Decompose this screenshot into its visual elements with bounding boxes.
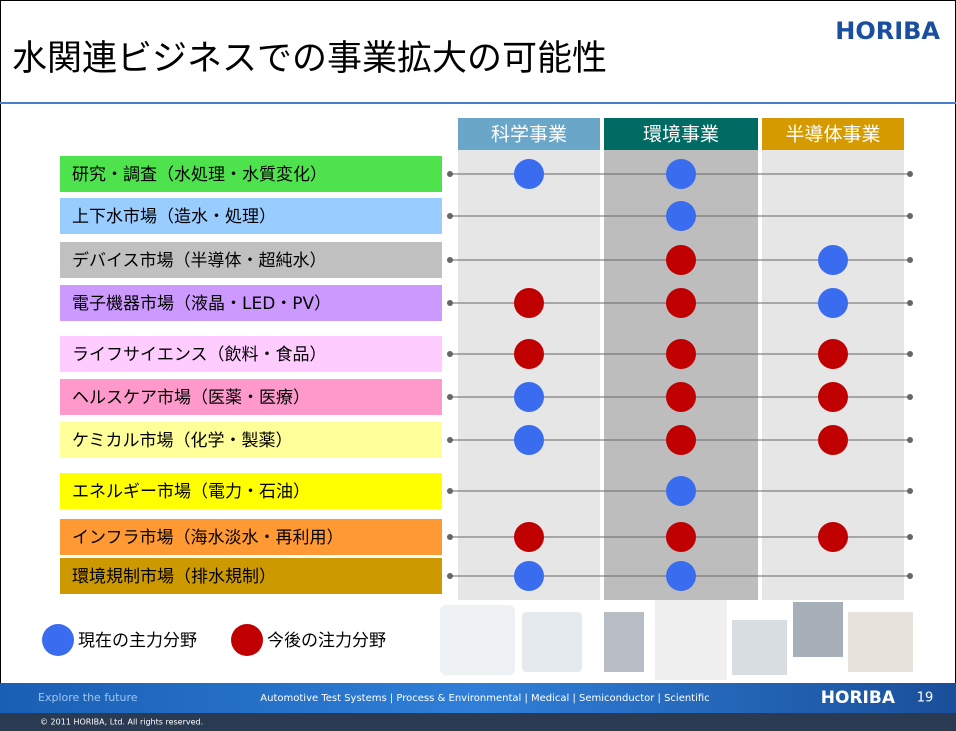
dot (666, 561, 696, 591)
dot (514, 339, 544, 369)
image (655, 600, 727, 680)
column-header (604, 118, 758, 150)
row-line-end (447, 573, 453, 579)
row-line-end (447, 351, 453, 357)
row-label: ケミカル市場（化学・製薬） (72, 431, 293, 451)
row-label: 電子機器市場（液晶・LED・PV） (72, 294, 331, 314)
row-label-box (60, 198, 442, 234)
page-number: 19 (917, 691, 934, 706)
row-line-end (447, 488, 453, 494)
dot (666, 522, 696, 552)
dot (666, 425, 696, 455)
row-label-box (60, 242, 442, 278)
row-line-end (907, 488, 913, 494)
row-label-box (60, 336, 442, 372)
row-line-end (447, 534, 453, 540)
dot (818, 339, 848, 369)
row-label: 上下水市場（造水・処理） (72, 207, 276, 227)
dot (514, 382, 544, 412)
row-line-end (907, 257, 913, 263)
row-line-end (447, 437, 453, 443)
row-label: 研究・調査（水処理・水質変化） (72, 165, 327, 185)
dot (818, 425, 848, 455)
row-label: 環境規制市場（排水規制） (72, 567, 276, 587)
row-line-end (907, 394, 913, 400)
column-header-label: 半導体事業 (785, 124, 880, 146)
footer-divisions: Automotive Test Systems | Process & Envi… (260, 693, 709, 704)
dot (514, 522, 544, 552)
footer-band (0, 683, 956, 713)
row-label-box (60, 156, 442, 192)
footer-logo: HORIBA (821, 688, 896, 708)
dot (666, 245, 696, 275)
image (732, 620, 787, 675)
dot (514, 425, 544, 455)
dot (666, 288, 696, 318)
legend-dot (231, 624, 263, 656)
row-label: ライフサイエンス（飲料・食品） (72, 345, 327, 365)
row-label-box (60, 519, 442, 555)
row-line-end (447, 300, 453, 306)
row-line-end (907, 300, 913, 306)
row-label-box (60, 379, 442, 415)
dot (666, 201, 696, 231)
title: 水関連ビジネスでの事業拡大の可能性 (12, 39, 607, 79)
image (440, 605, 515, 675)
row-label-box (60, 285, 442, 321)
dot (514, 288, 544, 318)
column-header-label: 環境事業 (643, 124, 719, 146)
row-line-end (907, 213, 913, 219)
dot (666, 382, 696, 412)
dot (666, 339, 696, 369)
row-label: デバイス市場（半導体・超純水） (72, 250, 327, 271)
dot (514, 561, 544, 591)
row-label: エネルギー市場（電力・石油） (72, 482, 310, 502)
row-line-end (907, 437, 913, 443)
dot (666, 159, 696, 189)
copyright-band (0, 713, 956, 731)
dot (818, 288, 848, 318)
column-header (458, 118, 600, 150)
row-line-end (907, 534, 913, 540)
column-header-label: 科学事業 (491, 124, 567, 146)
image (522, 612, 582, 672)
image (604, 612, 644, 672)
row-line-end (447, 213, 453, 219)
dot (818, 245, 848, 275)
copyright: © 2011 HORIBA, Ltd. All rights reserved. (40, 718, 203, 727)
dot (818, 522, 848, 552)
dot (818, 382, 848, 412)
logo: HORIBA (835, 17, 940, 45)
image (793, 602, 843, 657)
image (848, 612, 913, 672)
legend-label: 今後の注力分野 (267, 631, 386, 651)
row-label-box (60, 422, 442, 458)
row-label-box (60, 558, 442, 594)
legend-label: 現在の主力分野 (78, 631, 197, 651)
footer-tagline: Explore the future (38, 691, 138, 704)
row-line-end (907, 171, 913, 177)
row-label: ヘルスケア市場（医薬・医療） (72, 388, 310, 408)
product-images (440, 600, 913, 680)
column-header (762, 118, 904, 150)
dot (514, 159, 544, 189)
row-line-end (447, 257, 453, 263)
row-label-box (60, 473, 442, 509)
row-line-end (447, 394, 453, 400)
row-line-end (907, 573, 913, 579)
row-line-end (447, 171, 453, 177)
row-label: インフラ市場（海水淡水・再利用） (72, 528, 344, 548)
legend-dot (42, 624, 74, 656)
dot (666, 476, 696, 506)
row-line-end (907, 351, 913, 357)
